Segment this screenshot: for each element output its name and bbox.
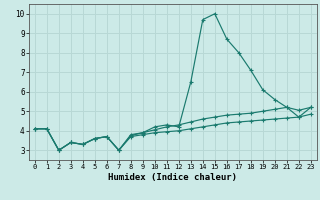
X-axis label: Humidex (Indice chaleur): Humidex (Indice chaleur): [108, 173, 237, 182]
